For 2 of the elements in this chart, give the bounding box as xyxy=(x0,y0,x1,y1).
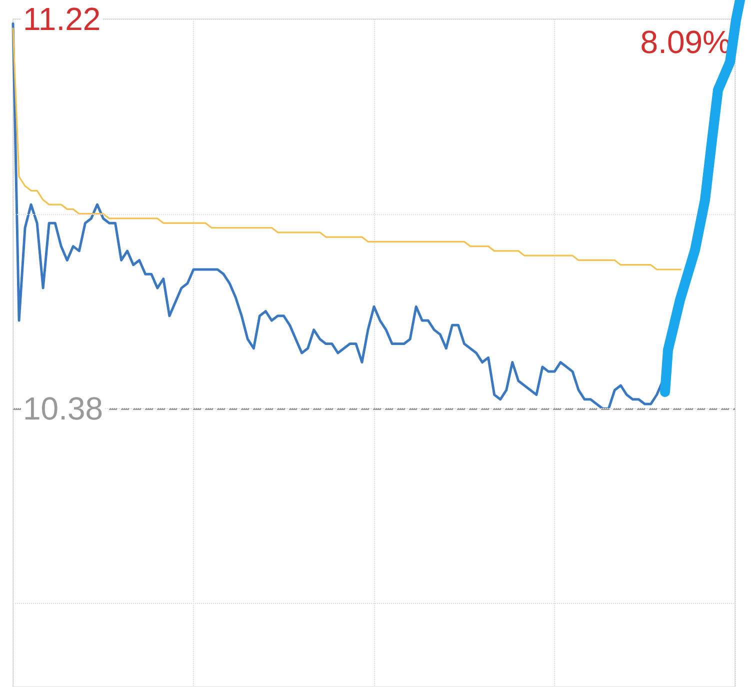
y-tick-label: 10.38 xyxy=(23,390,104,427)
y-tick-label: 11.22 xyxy=(23,1,101,37)
